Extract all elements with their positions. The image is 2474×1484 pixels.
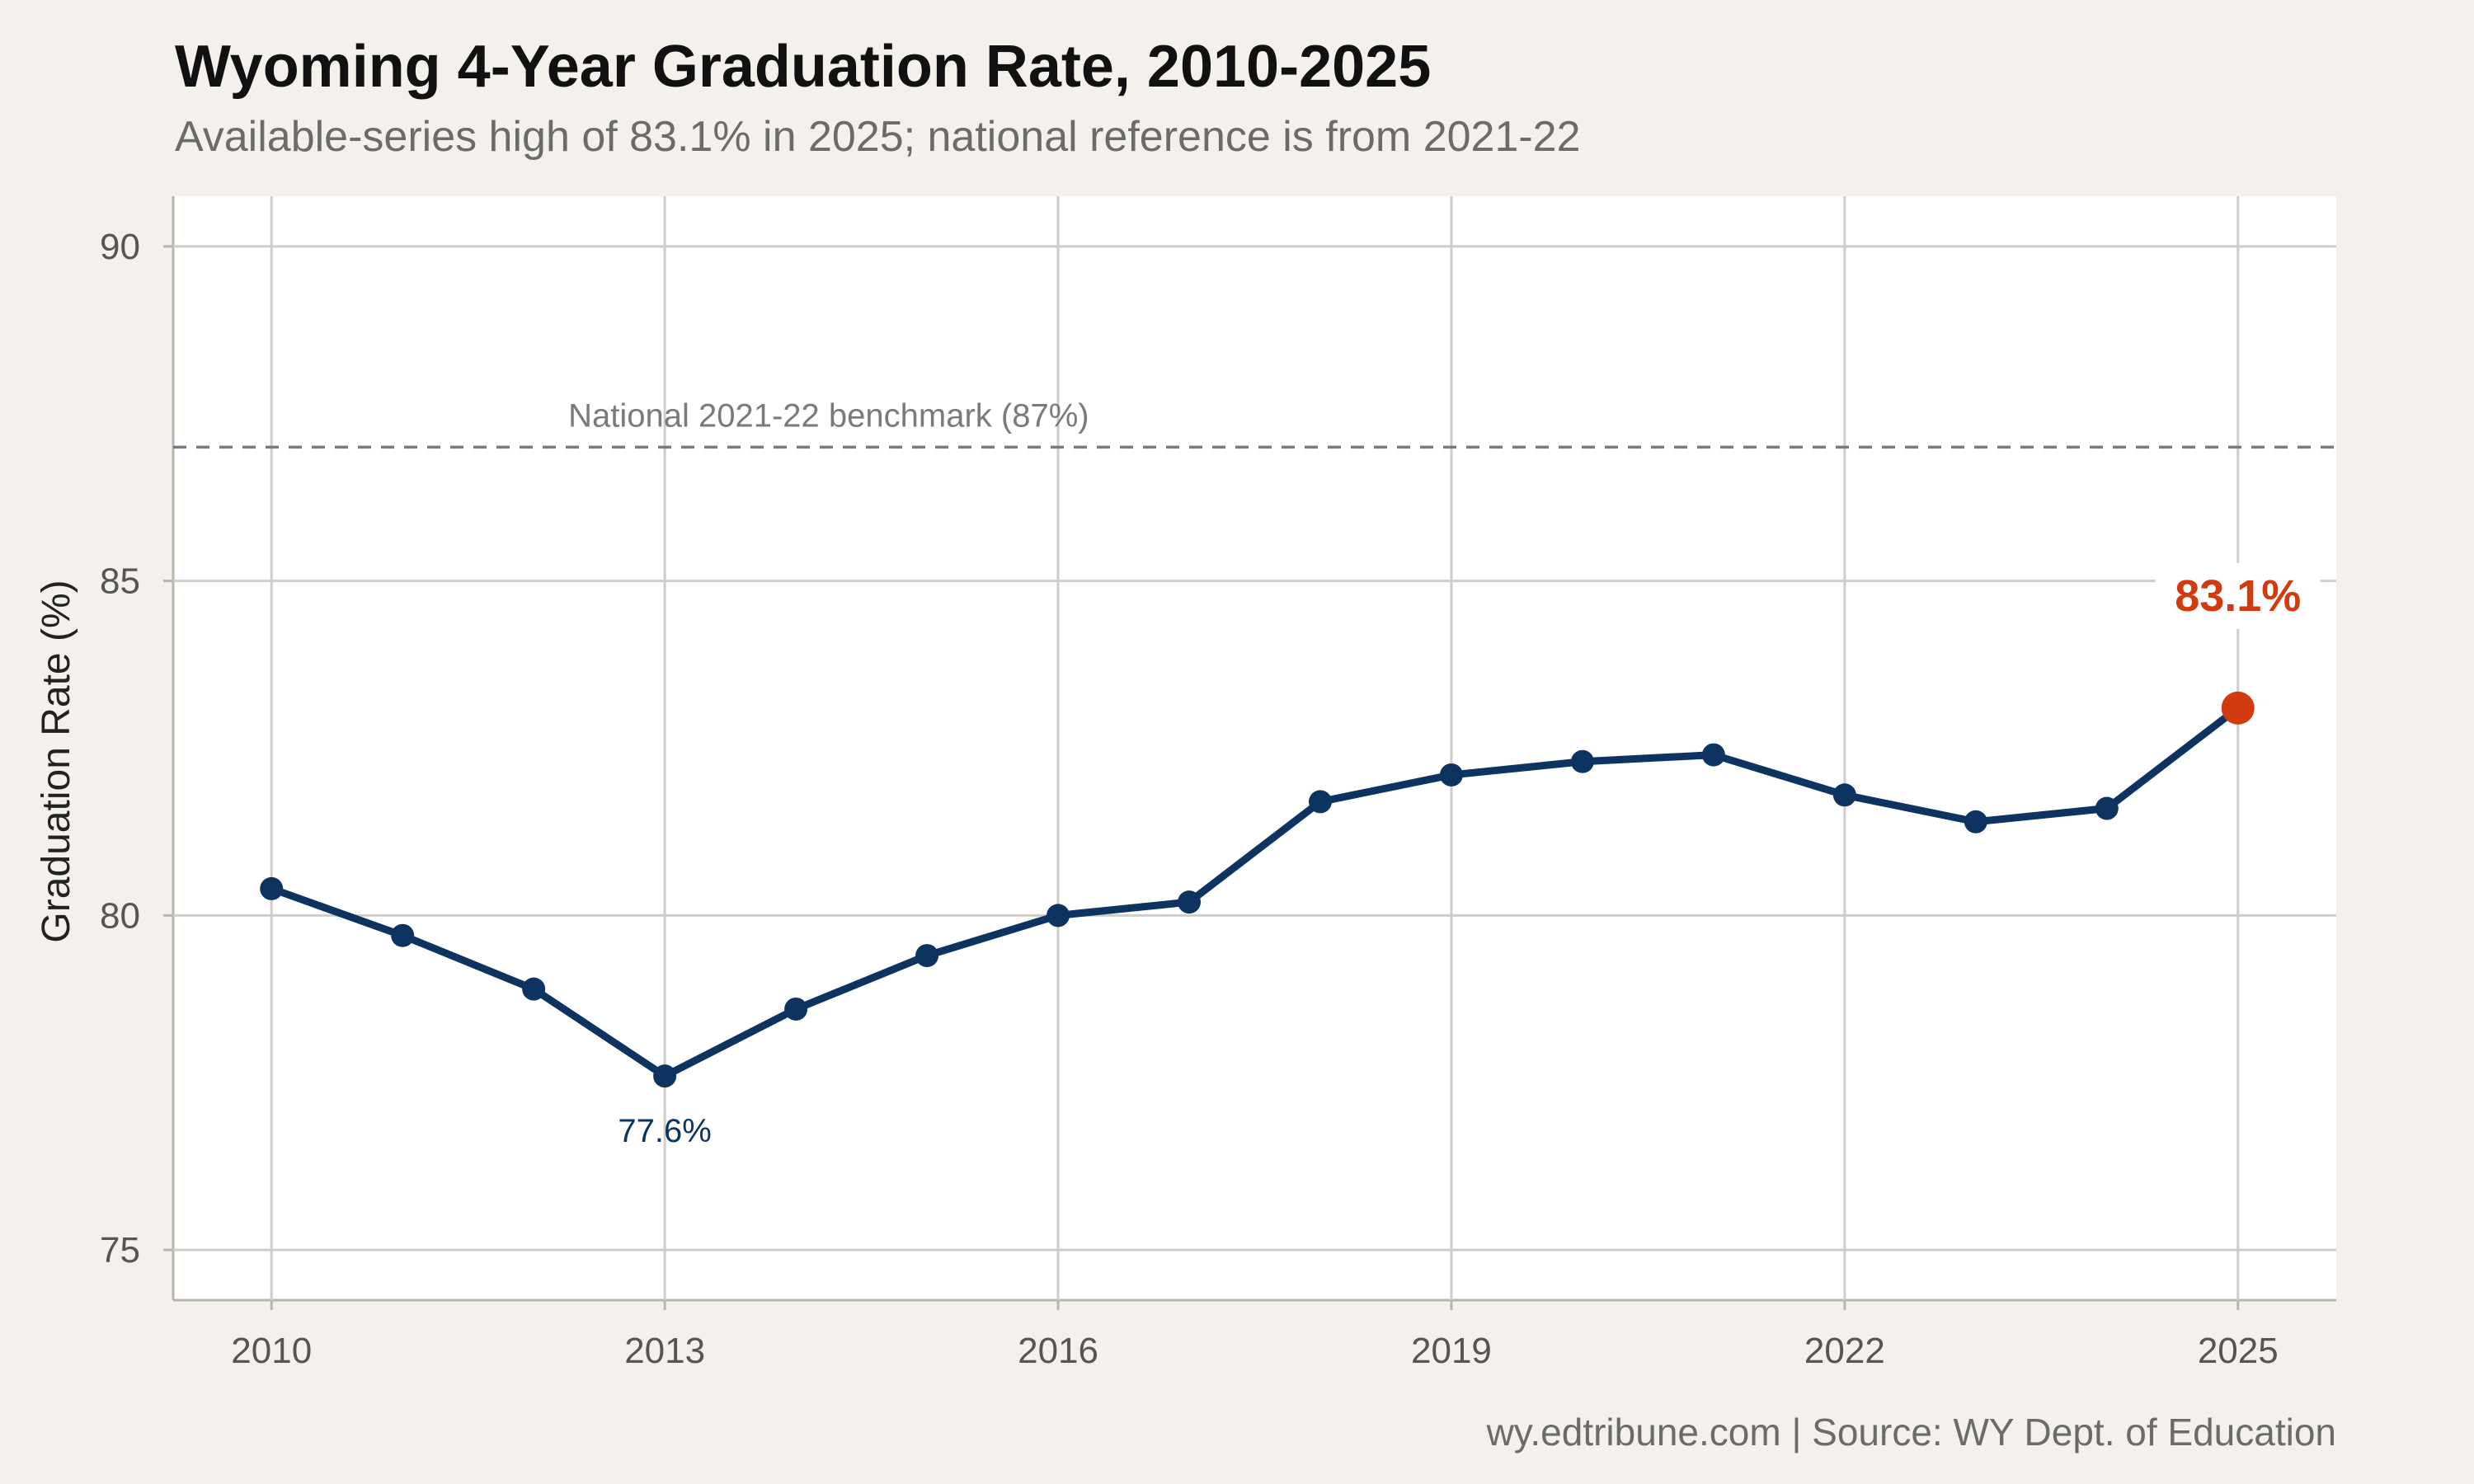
reference-group: National 2021-22 benchmark (87%) [173,397,2336,449]
x-tick-label: 2010 [231,1331,312,1371]
y-tick-label: 90 [100,227,140,267]
chart-title: Wyoming 4-Year Graduation Rate, 2010-202… [175,34,1432,100]
grid-group [173,196,2336,1300]
data-point [915,944,939,968]
data-label-low: 77.6% [618,1113,711,1149]
graduation-rate-line [267,704,2242,1080]
data-point [1964,810,1987,834]
series-group [260,691,2255,1088]
data-point [1570,749,1594,773]
benchmark-label: National 2021-22 benchmark (87%) [568,397,1089,434]
y-tick-label: 85 [100,561,140,602]
data-point [1439,763,1463,787]
x-tick-label: 2025 [2198,1331,2279,1371]
x-tick-label: 2016 [1018,1331,1098,1371]
data-label-high: 83.1% [2175,571,2301,621]
data-point [2095,796,2119,820]
axis-group: 2010 2013 2016 2019 2022 2025 75 80 85 90 Graduati… [35,196,2336,1371]
data-point [391,923,415,947]
plot-panel [173,196,2336,1300]
data-point [1832,783,1856,807]
data-point [1047,904,1070,928]
chart-caption: wy.edtribune.com | Source: WY Dept. of E… [1486,1411,2336,1453]
y-tick-label: 75 [100,1230,140,1270]
y-axis-title: Graduation Rate (%) [35,580,78,942]
x-tick-label: 2022 [1804,1331,1885,1371]
data-point [260,876,284,900]
label-group: 77.6% 83.1% [618,562,2321,1149]
data-point [1308,790,1332,814]
data-point [784,997,808,1021]
data-point [653,1064,677,1088]
x-tick-label: 2013 [624,1331,705,1371]
data-point [1178,890,1202,914]
data-label-high-bg [2155,562,2321,629]
chart-subtitle: Available-series high of 83.1% in 2025; … [175,113,1581,161]
x-tick-label: 2019 [1411,1331,1492,1371]
highlight-point [2221,691,2255,725]
data-point [1701,743,1725,767]
y-tick-label: 80 [100,895,140,936]
data-point [522,977,546,1001]
